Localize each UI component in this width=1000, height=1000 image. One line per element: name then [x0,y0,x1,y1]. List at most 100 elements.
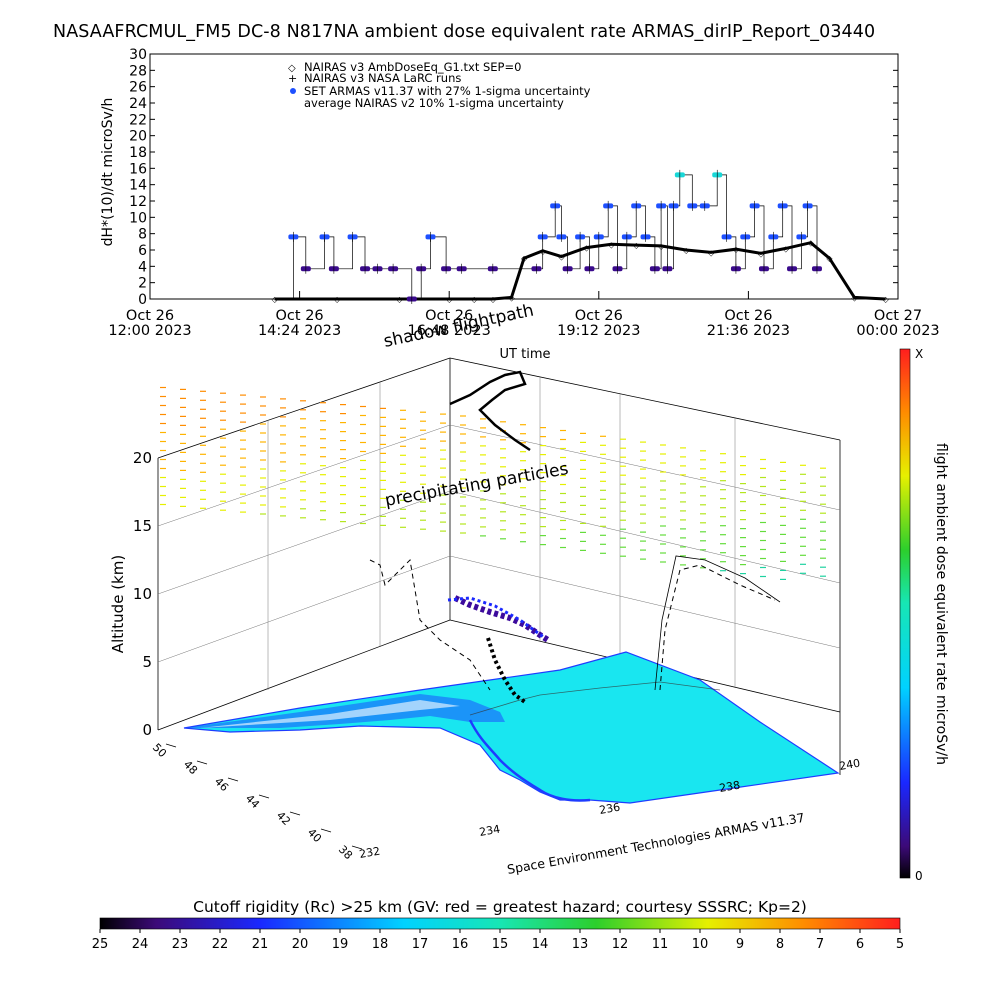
rigidity-tick-label: 18 [372,937,389,952]
y-tick-label: 20 [129,129,147,145]
nairas-v3-point: ◇ [558,253,565,262]
rigidity-tick-label: 24 [132,937,149,952]
rigidity-tick-label: 14 [532,937,549,952]
x-tick-label-date: Oct 26 [724,308,772,324]
y-tick-label: 22 [129,112,147,128]
nairas-v3-line [274,241,886,301]
nairas-v3-point: ◇ [490,295,497,304]
flight-path-3d [369,370,781,704]
y-tick-label: 4 [138,259,147,275]
dose-colorbar-top-label: X [915,347,923,361]
lat-tick-mark [258,794,270,799]
rigidity-tick-label: 15 [492,937,509,952]
x-tick-label-time: 14:24 2023 [258,323,341,339]
x-tick-label-date: Oct 26 [575,308,623,324]
altitude-tick-label: 5 [142,653,152,671]
rigidity-tick-label: 16 [452,937,469,952]
x-tick-label-time: 16:48 2023 [408,323,491,339]
nairas-v3-point: ◇ [808,239,815,248]
y-tick-label: 12 [129,194,147,210]
y-axis-label: dH*(10)/dt microSv/h [100,98,116,247]
altitude-tick-label: 10 [133,585,152,603]
lat-tick-mark [227,777,239,782]
nairas-v3-point: ◇ [396,295,403,304]
lon-tick-label: 232 [358,845,381,861]
precipitating-particles-label: precipitating particles [383,459,570,511]
nairas-v3-point: ◇ [446,295,453,304]
rigidity-tick-label: 21 [252,937,269,952]
y-tick-label: 18 [129,145,147,161]
nairas-v3-point: ◇ [608,240,615,249]
lon-tick-label: 234 [478,823,501,839]
x-tick-label-date: Oct 26 [425,308,473,324]
dose-colorbar-gradient [899,348,911,879]
nairas-v3-point: ◇ [851,293,858,302]
armas-flightpath [453,595,550,643]
plot-frame [149,53,899,300]
dose-colorbar-axis-label: flight ambient dose equivalent rate micr… [933,443,949,765]
armas-flightpath-blue [447,596,546,640]
rigidity-tick-label: 20 [292,937,309,952]
lat-tick-mark [289,811,301,816]
lat-tick-mark [351,845,363,850]
dose-colorbar: X 0 flight ambient dose equivalent rate … [899,347,949,883]
y-tick-label: 26 [129,80,147,96]
y-tick-label: 2 [138,276,147,292]
nairas-v3-point: ◇ [658,242,665,251]
x-tick-label-time: 19:12 2023 [557,323,640,339]
x-tick-label-date: Oct 26 [276,308,324,324]
x-tick-label-time: 00:00 2023 [856,323,939,339]
legend-symbol-1: ◇ [288,63,296,74]
nairas-v3-point: ◇ [883,295,890,304]
nairas-v3-point: ◇ [783,244,790,253]
nairas-v3-point: ◇ [471,295,478,304]
legend-symbol-3 [290,88,296,94]
dose-colorbar-bottom-label: 0 [915,869,923,883]
lon-tick-label: 240 [838,757,861,773]
rigidity-tick-label: 19 [332,937,349,952]
y-tick-label: 30 [129,47,147,63]
rigidity-tick-label: 17 [412,937,429,952]
lat-tick-mark [165,743,177,748]
rigidity-tick-label: 22 [212,937,229,952]
nairas-v3-point: ◇ [540,247,547,256]
rigidity-tick-label: 7 [816,937,824,952]
ascent-descent [486,637,527,704]
figure-title: NASAAFRCMUL_FM5 DC-8 N817NA ambient dose… [53,22,876,42]
lat-tick-mark [196,760,208,765]
surface-track [469,681,721,716]
lon-tick-label: 236 [598,801,621,817]
rigidity-tick-label: 10 [692,937,709,952]
credit-label: Space Environment Technologies ARMAS v11… [506,810,806,877]
y-tick-label: 16 [129,161,147,177]
rigidity-tick-label: 5 [896,937,904,952]
coastline [468,719,591,802]
nairas-v3-point: ◇ [826,254,833,263]
rigidity-tick-label: 23 [172,937,189,952]
series-marks: ◇ ◇ ◇ ◇ ◇ ◇ ◇ ◇ ◇ ◇ ◇ ◇ ◇ ◇ ◇ ◇ ◇ ◇ ◇ ◇ ◇ ◇ ◇ [272,169,890,304]
y-tick-label: 0 [138,292,147,308]
legend-entry-3: SET ARMAS v11.37 with 27% 1-sigma uncert… [304,84,591,98]
x-tick-label-date: Oct 26 [126,308,174,324]
legend: ◇ NAIRAS v3 AmbDoseEq_G1.txt SEP=0 + NAI… [288,60,591,110]
rigidity-tick-label: 25 [92,937,109,952]
right-wall-trace [659,564,776,691]
y-tick-label: 14 [129,178,147,194]
ground-map [183,651,840,804]
nairas-v3-point: ◇ [272,295,279,304]
nairas-v3-point: ◇ [334,295,341,304]
rigidity-tick-label: 8 [776,937,784,952]
altitude-tick-label: 20 [133,449,152,467]
nairas-v3-point: ◇ [758,249,765,258]
y-tick-label: 6 [138,243,147,259]
rigidity-colorbar-title: Cutoff rigidity (Rc) >25 km (GV: red = g… [193,898,807,916]
nairas-v3-point: ◇ [521,254,528,263]
armas-step-line [293,174,818,300]
y-tick-label: 10 [129,210,147,226]
y-tick-label: 8 [138,227,147,243]
